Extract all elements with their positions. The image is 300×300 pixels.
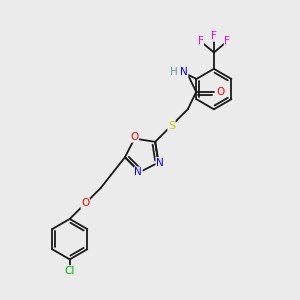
Text: F: F — [224, 36, 230, 46]
Text: O: O — [216, 87, 225, 97]
Text: N: N — [156, 158, 164, 168]
Text: F: F — [198, 36, 203, 46]
Text: N: N — [180, 67, 188, 77]
Text: F: F — [211, 31, 217, 41]
Text: N: N — [134, 167, 142, 177]
Text: H: H — [170, 67, 178, 77]
Text: S: S — [168, 121, 175, 130]
Text: O: O — [81, 199, 89, 208]
Text: Cl: Cl — [64, 266, 75, 276]
Text: O: O — [130, 132, 139, 142]
